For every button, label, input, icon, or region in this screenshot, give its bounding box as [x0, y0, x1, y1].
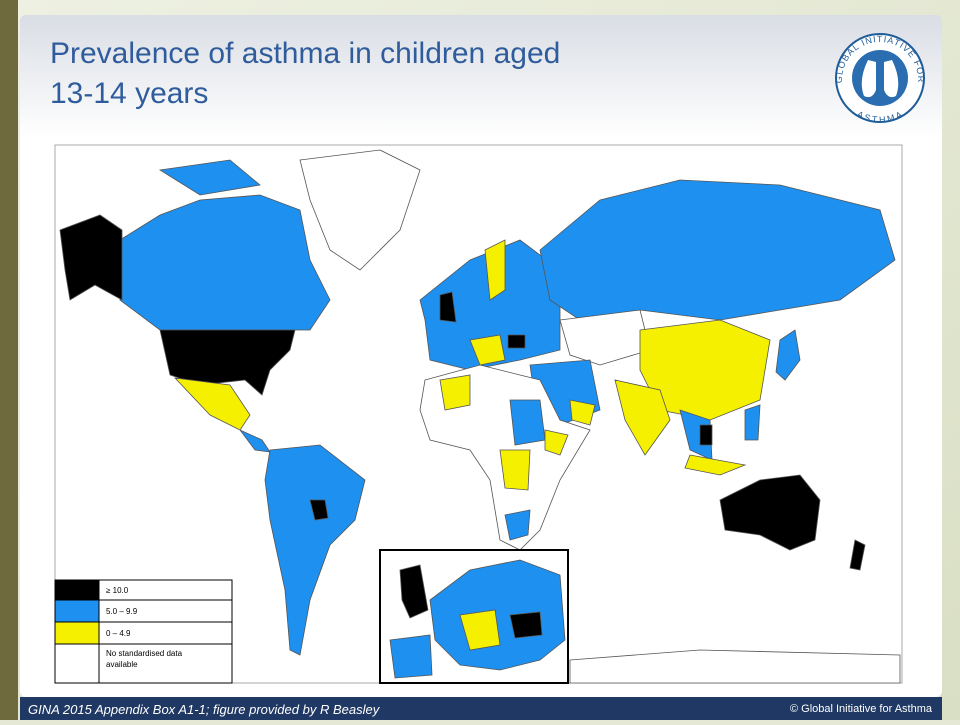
country: [309, 499, 329, 521]
country: [399, 564, 429, 619]
logo-globe: [852, 50, 908, 106]
legend-swatch: [54, 621, 100, 645]
country: [509, 399, 546, 446]
footer-source: GINA 2015 Appendix Box A1-1; figure prov…: [28, 702, 381, 717]
legend-swatch: [54, 599, 100, 623]
country: [559, 309, 651, 366]
landmass: [569, 649, 901, 684]
country: [719, 474, 821, 551]
country: [849, 539, 866, 571]
legend-label: ≥ 10.0: [106, 586, 129, 595]
footer-copyright: © Global Initiative for Asthma: [790, 703, 933, 715]
country: [439, 374, 471, 411]
country: [699, 424, 713, 446]
country: [59, 214, 123, 301]
legend-label: No standardised data available: [106, 649, 183, 669]
country: [429, 559, 566, 671]
country: [684, 454, 747, 476]
logo-bottom: ASTHMA: [855, 109, 903, 125]
country: [744, 404, 761, 441]
country: [639, 319, 771, 421]
country: [158, 159, 261, 196]
country: [569, 399, 596, 426]
legend: ≥ 10.0 5.0 – 9.9 0 – 4.9 No standardised da…: [54, 579, 233, 684]
footer-bar: [20, 697, 942, 720]
country: [504, 509, 531, 541]
country: [119, 194, 331, 331]
logo-text: ASTHMA: [855, 109, 904, 125]
legend-swatch: [54, 579, 100, 601]
legend-swatch: [54, 643, 100, 684]
legend-label: 0 – 4.9: [106, 629, 131, 638]
legend-label-line: available: [106, 660, 138, 669]
country: [264, 444, 366, 656]
country: [544, 429, 569, 456]
country: [299, 149, 421, 271]
legend-label: 5.0 – 9.9: [106, 607, 138, 616]
logo-lungs: [861, 60, 899, 98]
country: [509, 611, 543, 639]
country: [614, 379, 671, 456]
title-line: Prevalence of asthma in children aged: [50, 37, 560, 70]
country: [507, 334, 526, 349]
title-line: 13-14 years: [50, 77, 208, 110]
country: [459, 609, 501, 651]
side-strip: [0, 0, 18, 720]
country: [775, 329, 801, 381]
country: [389, 634, 433, 679]
country: [499, 449, 531, 491]
legend-label-line: No standardised data: [106, 649, 183, 658]
country: [469, 334, 506, 366]
country: [439, 291, 457, 323]
country: [173, 377, 251, 431]
country: [484, 239, 506, 301]
